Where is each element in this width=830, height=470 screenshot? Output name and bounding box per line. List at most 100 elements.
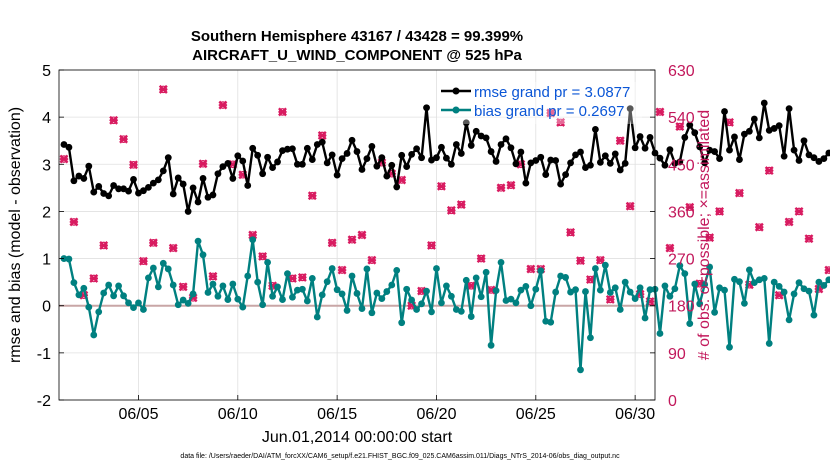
- obs-assimilated-point: [506, 180, 516, 190]
- rmse-point: [701, 159, 709, 167]
- bias-point: [279, 296, 286, 303]
- right-tick-label-1: 90: [668, 346, 686, 363]
- rmse-point: [621, 159, 629, 167]
- rmse-point: [711, 148, 718, 155]
- obs-assimilated-point: [585, 275, 595, 284]
- obs-assimilated-point: [357, 230, 367, 240]
- right-axis-ticks: 0 90 180 270 360 450 540 630: [650, 63, 695, 410]
- obs-assimilated-point: [456, 200, 466, 210]
- obs-assimilated-point: [168, 243, 178, 253]
- bias-point: [616, 306, 624, 313]
- obs-assimilated-point: [427, 241, 436, 250]
- obs-assimilated-point: [158, 84, 168, 94]
- obs-assimilated-point: [446, 205, 456, 215]
- obs-assimilated-point: [556, 117, 566, 127]
- rmse-point: [199, 175, 207, 182]
- bias-point: [254, 278, 262, 286]
- bias-point: [686, 320, 694, 328]
- bias-point: [646, 286, 654, 294]
- rmse-point: [403, 163, 411, 171]
- bias-point: [239, 303, 247, 311]
- rmse-point: [775, 122, 783, 130]
- rmse-point: [567, 159, 574, 167]
- rmse-point: [736, 156, 743, 163]
- bias-point: [423, 287, 430, 295]
- plot-area: [59, 70, 655, 400]
- bias-point: [770, 278, 778, 286]
- obs-assimilated-point: [198, 159, 208, 169]
- rmse-point: [825, 149, 830, 157]
- rmse-point: [274, 158, 281, 166]
- bias-point: [582, 288, 589, 295]
- rmse-point: [537, 153, 545, 161]
- left-tick-label-6: 4: [42, 110, 51, 127]
- rmse-point: [592, 125, 599, 133]
- chart-title-line1: Southern Hemisphere 43167 / 43428 = 99.3…: [191, 28, 523, 45]
- bias-point: [790, 290, 798, 298]
- bias-point: [696, 300, 704, 308]
- bias-point: [388, 281, 396, 289]
- rmse-point: [363, 155, 371, 163]
- obs-assimilated-point: [119, 134, 129, 144]
- bias-point: [741, 299, 748, 307]
- obs-assimilated-point: [665, 243, 675, 253]
- left-tick-label-2: 0: [42, 299, 51, 316]
- right-tick-label-7: 630: [668, 63, 695, 80]
- legend-bias-marker: [452, 106, 460, 114]
- obs-assimilated-point: [804, 234, 814, 244]
- rmse-point: [482, 134, 490, 142]
- bias-point: [308, 274, 316, 282]
- bias-point: [224, 296, 232, 303]
- rmse-point: [229, 175, 237, 182]
- rmse-point: [457, 150, 465, 157]
- obs-assimilated-point: [178, 282, 188, 292]
- left-tick-label-1: -1: [37, 346, 51, 363]
- rmse-point: [467, 142, 475, 149]
- legend-bias-label: bias grand pr = 0.2697: [474, 103, 625, 120]
- rmse-point: [130, 175, 137, 183]
- rmse-point: [552, 157, 560, 164]
- rmse-point: [289, 145, 296, 153]
- rmse-point: [512, 160, 520, 168]
- rmse-point: [810, 154, 818, 162]
- bias-point: [145, 274, 152, 282]
- bias-point: [487, 341, 495, 349]
- right-tick-label-4: 360: [668, 204, 695, 221]
- bias-point: [204, 289, 212, 296]
- legend-rmse-label: rmse grand pr = 3.0877: [474, 84, 630, 101]
- bias-point: [95, 308, 103, 316]
- bias-point: [592, 265, 599, 272]
- obs-assimilated-point: [337, 265, 347, 275]
- bias-point: [706, 263, 714, 271]
- bias-point: [691, 280, 699, 288]
- bias-point: [184, 299, 192, 307]
- obs-assimilated-point: [317, 131, 327, 140]
- rmse-point: [368, 142, 376, 150]
- rmse-point: [696, 143, 704, 151]
- rmse-point: [388, 161, 396, 169]
- bias-point: [661, 282, 669, 290]
- bias-point: [199, 251, 207, 259]
- rmse-point: [601, 152, 609, 160]
- rmse-point: [745, 127, 753, 135]
- bias-point: [671, 285, 679, 293]
- bias-point: [477, 293, 485, 301]
- rmse-point: [487, 148, 495, 155]
- obs-assimilated-point: [347, 235, 357, 245]
- rmse-point: [726, 146, 733, 154]
- bias-series: [60, 236, 830, 374]
- obs-assimilated-point: [595, 255, 605, 265]
- rmse-point: [323, 159, 331, 167]
- rmse-point: [90, 188, 98, 196]
- obs-assimilated-point: [436, 181, 446, 191]
- obs-assimilated-point: [824, 265, 830, 275]
- rmse-point: [433, 154, 440, 162]
- rmse-point: [636, 133, 644, 140]
- rmse-point: [785, 105, 793, 113]
- rmse-point: [159, 167, 167, 175]
- rmse-point: [790, 146, 798, 154]
- rmse-point: [353, 148, 361, 155]
- legend: rmse grand pr = 3.0877 bias grand pr = 0…: [437, 82, 642, 124]
- bias-point: [626, 288, 634, 296]
